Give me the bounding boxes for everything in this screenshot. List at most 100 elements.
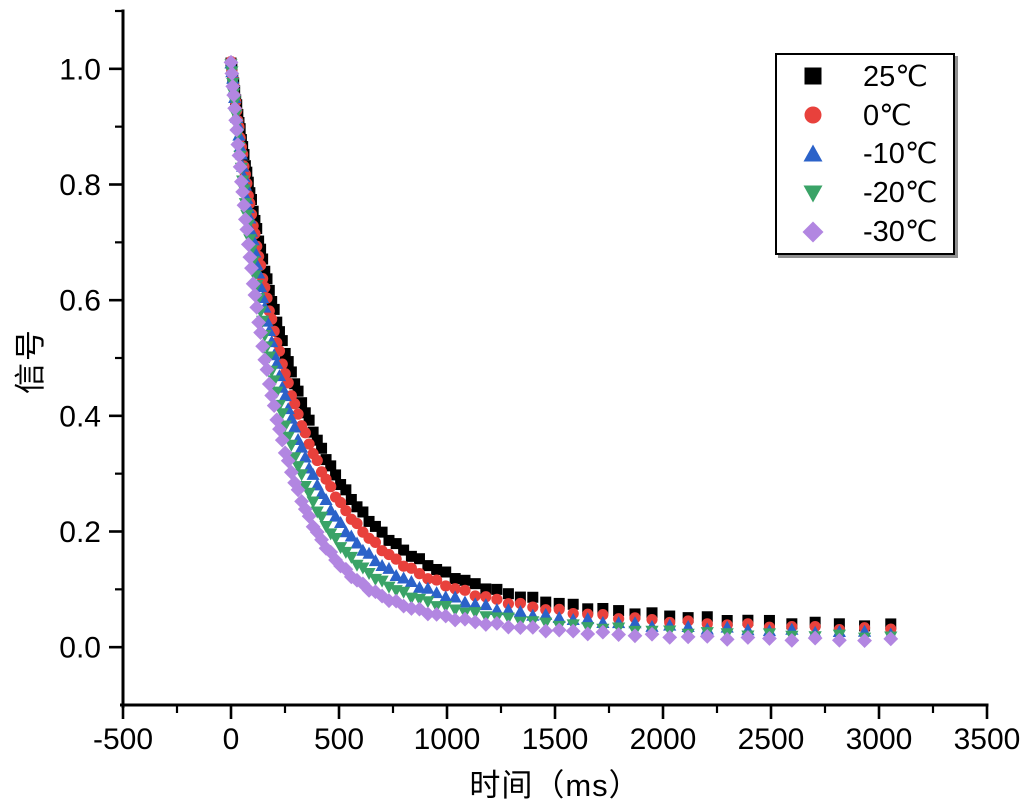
data-point bbox=[368, 554, 383, 567]
data-point bbox=[763, 614, 775, 626]
data-point bbox=[375, 559, 389, 572]
legend: 25℃ 0℃ -10℃ -20℃ -30℃ bbox=[775, 53, 955, 255]
data-point bbox=[833, 618, 845, 630]
diamond-marker-icon bbox=[777, 220, 849, 244]
x-tick-label: 2000 bbox=[630, 723, 697, 756]
data-point bbox=[784, 632, 800, 648]
x-tick-label: 1000 bbox=[414, 723, 481, 756]
data-point bbox=[439, 601, 453, 614]
data-point bbox=[351, 501, 363, 513]
data-point bbox=[294, 440, 309, 453]
data-point bbox=[266, 398, 282, 414]
data-point bbox=[680, 629, 696, 645]
y-tick-label: 0.0 bbox=[59, 632, 101, 665]
data-point bbox=[270, 386, 284, 399]
x-tick-label: 3000 bbox=[846, 723, 913, 756]
data-point bbox=[291, 461, 305, 474]
triangle-up-marker-icon bbox=[777, 142, 849, 166]
data-point bbox=[292, 385, 304, 397]
data-point bbox=[405, 550, 417, 562]
x-tick-label: 500 bbox=[314, 723, 364, 756]
data-point bbox=[303, 414, 315, 426]
data-point bbox=[468, 597, 482, 610]
data-point bbox=[230, 137, 246, 152]
data-point bbox=[298, 481, 312, 494]
data-point bbox=[294, 493, 309, 509]
data-point bbox=[581, 612, 595, 625]
data-point bbox=[431, 563, 443, 575]
data-point bbox=[831, 632, 847, 648]
data-point bbox=[595, 624, 611, 640]
data-point bbox=[299, 427, 311, 439]
x-axis-label: 时间（ms） bbox=[469, 768, 641, 803]
data-point bbox=[272, 421, 287, 437]
data-point bbox=[237, 211, 253, 227]
data-point bbox=[316, 442, 328, 454]
data-point bbox=[369, 520, 381, 532]
data-point bbox=[553, 603, 565, 615]
y-tick-label: 0.6 bbox=[59, 285, 101, 318]
data-point bbox=[259, 265, 271, 277]
data-point bbox=[413, 553, 425, 565]
data-point bbox=[269, 412, 285, 428]
data-point bbox=[883, 631, 899, 647]
data-point bbox=[233, 174, 249, 190]
data-point bbox=[278, 420, 292, 433]
data-point bbox=[422, 560, 434, 572]
data-point bbox=[611, 627, 627, 642]
data-point bbox=[311, 434, 323, 446]
data-point bbox=[440, 566, 452, 578]
y-tick-label: 0.8 bbox=[59, 169, 101, 202]
data-point bbox=[480, 583, 492, 595]
data-point bbox=[699, 628, 715, 644]
data-point bbox=[525, 619, 541, 635]
x-tick-label: 1500 bbox=[522, 723, 589, 756]
data-point bbox=[351, 517, 363, 530]
data-point bbox=[514, 597, 526, 610]
data-point bbox=[383, 534, 395, 546]
data-point bbox=[514, 591, 526, 603]
data-point bbox=[363, 515, 375, 527]
data-point bbox=[245, 276, 261, 292]
data-point bbox=[350, 536, 364, 549]
data-point bbox=[344, 529, 358, 542]
data-point bbox=[390, 538, 402, 550]
data-point bbox=[320, 454, 332, 466]
data-point bbox=[281, 431, 295, 444]
data-point bbox=[597, 602, 609, 614]
data-point bbox=[467, 614, 483, 630]
data-point bbox=[538, 623, 554, 639]
x-tick-label: 0 bbox=[223, 723, 240, 756]
data-point bbox=[540, 596, 552, 608]
data-point bbox=[448, 604, 462, 617]
data-point bbox=[701, 611, 713, 623]
data-point bbox=[421, 581, 435, 594]
data-point bbox=[376, 526, 388, 538]
x-tick-label: 2500 bbox=[738, 723, 805, 756]
legend-item: 25℃ bbox=[777, 57, 953, 96]
data-point bbox=[340, 505, 352, 517]
x-tick-label: 3500 bbox=[954, 723, 1021, 756]
data-point bbox=[283, 464, 299, 480]
data-point bbox=[357, 506, 369, 518]
data-point bbox=[382, 581, 396, 594]
series-diamond-points bbox=[223, 54, 899, 649]
legend-label: -20℃ bbox=[863, 177, 938, 210]
data-point bbox=[345, 493, 357, 505]
data-point bbox=[501, 619, 516, 635]
y-axis-label: 信号 bbox=[13, 328, 48, 394]
data-point bbox=[334, 515, 348, 528]
data-point bbox=[278, 389, 292, 402]
data-point bbox=[231, 148, 247, 163]
data-point bbox=[857, 633, 872, 649]
data-point bbox=[405, 562, 418, 574]
data-point bbox=[226, 87, 242, 103]
data-point bbox=[271, 316, 283, 328]
data-point bbox=[513, 604, 527, 617]
data-point bbox=[539, 617, 553, 630]
data-point bbox=[292, 408, 304, 420]
data-point bbox=[328, 552, 343, 568]
data-point bbox=[266, 296, 278, 308]
